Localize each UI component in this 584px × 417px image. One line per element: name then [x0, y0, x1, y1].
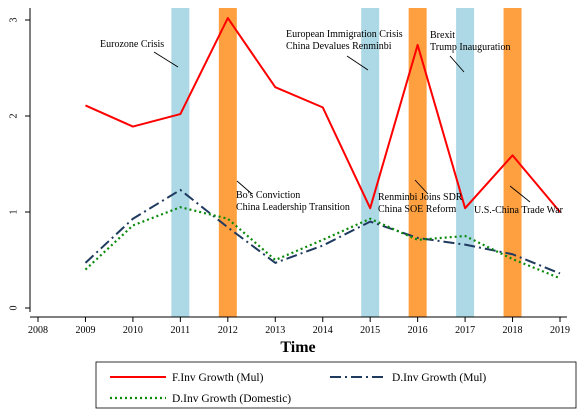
annotation-pointer	[414, 179, 429, 195]
annotation-pointer	[153, 51, 179, 68]
x-tick-label: 2017	[455, 325, 475, 336]
event-band-2018	[503, 8, 522, 317]
y-ticks: 0 1 2 3	[8, 18, 30, 311]
annotation-pointer	[346, 55, 369, 71]
event-bands	[171, 8, 522, 317]
annotation-label: Brexit	[430, 30, 455, 41]
annotation-label: China SOE Reform	[378, 204, 457, 215]
y-tick-label: 0	[8, 306, 19, 311]
y-tick-label: 1	[8, 210, 19, 215]
legend: F.Inv Growth (Mul) D.Inv Growth (Mul) D.In…	[95, 361, 577, 409]
x-tick-label: 2019	[550, 325, 570, 336]
series-line-3	[84, 206, 561, 280]
annotation-label: China Leadership Transition	[236, 202, 350, 213]
x-tick-label: 2011	[171, 325, 191, 336]
legend-box	[95, 361, 577, 409]
x-tick-label: 2016	[408, 325, 428, 336]
x-tick-label: 2015	[360, 325, 380, 336]
annotation-label: U.S.-China Trade War	[474, 205, 564, 216]
x-tick-label: 2009	[75, 325, 95, 336]
x-tick-label: 2010	[123, 325, 143, 336]
annotation-pointer	[236, 180, 253, 195]
annotation-label: China Devalues Renminbi	[286, 41, 392, 52]
x-tick-label: 2014	[313, 325, 333, 336]
annotation-pointer	[449, 55, 465, 73]
x-tick-label: 2012	[218, 325, 238, 336]
annotation-label: Trump Inauguration	[430, 42, 510, 53]
event-band-2015	[361, 8, 380, 317]
annotation-pointer	[509, 185, 531, 203]
x-tick-label: 2008	[28, 325, 48, 336]
annotation-label: Bo's Conviction	[236, 190, 300, 201]
legend-label-2: D.Inv Growth (Mul)	[392, 372, 486, 384]
event-band-2012	[218, 8, 237, 317]
x-axis-title: Time	[280, 339, 315, 356]
annotation-label: Eurozone Crisis	[100, 39, 164, 50]
annotation-label: European Immigration Crisis	[286, 29, 403, 40]
y-tick-label: 2	[8, 114, 19, 119]
series-line-2	[84, 188, 561, 275]
axes	[29, 8, 567, 318]
y-tick-label: 3	[8, 18, 19, 23]
annotation-label: Renminbi Joins SDR	[378, 192, 463, 203]
x-tick-label: 2013	[265, 325, 285, 336]
event-band-2016	[408, 8, 427, 317]
x-ticks: 2008 2009 2010 2011 2012 2013 2014 2015 2016 2017…	[28, 317, 570, 336]
series-line-1	[85, 17, 561, 213]
x-tick-label: 2018	[503, 325, 523, 336]
legend-label-1: F.Inv Growth (Mul)	[172, 372, 264, 384]
event-band-2017	[456, 8, 475, 317]
event-band-2011	[171, 8, 190, 317]
series-lines	[84, 17, 561, 280]
legend-label-3: D.Inv Growth (Domestic)	[172, 393, 291, 405]
